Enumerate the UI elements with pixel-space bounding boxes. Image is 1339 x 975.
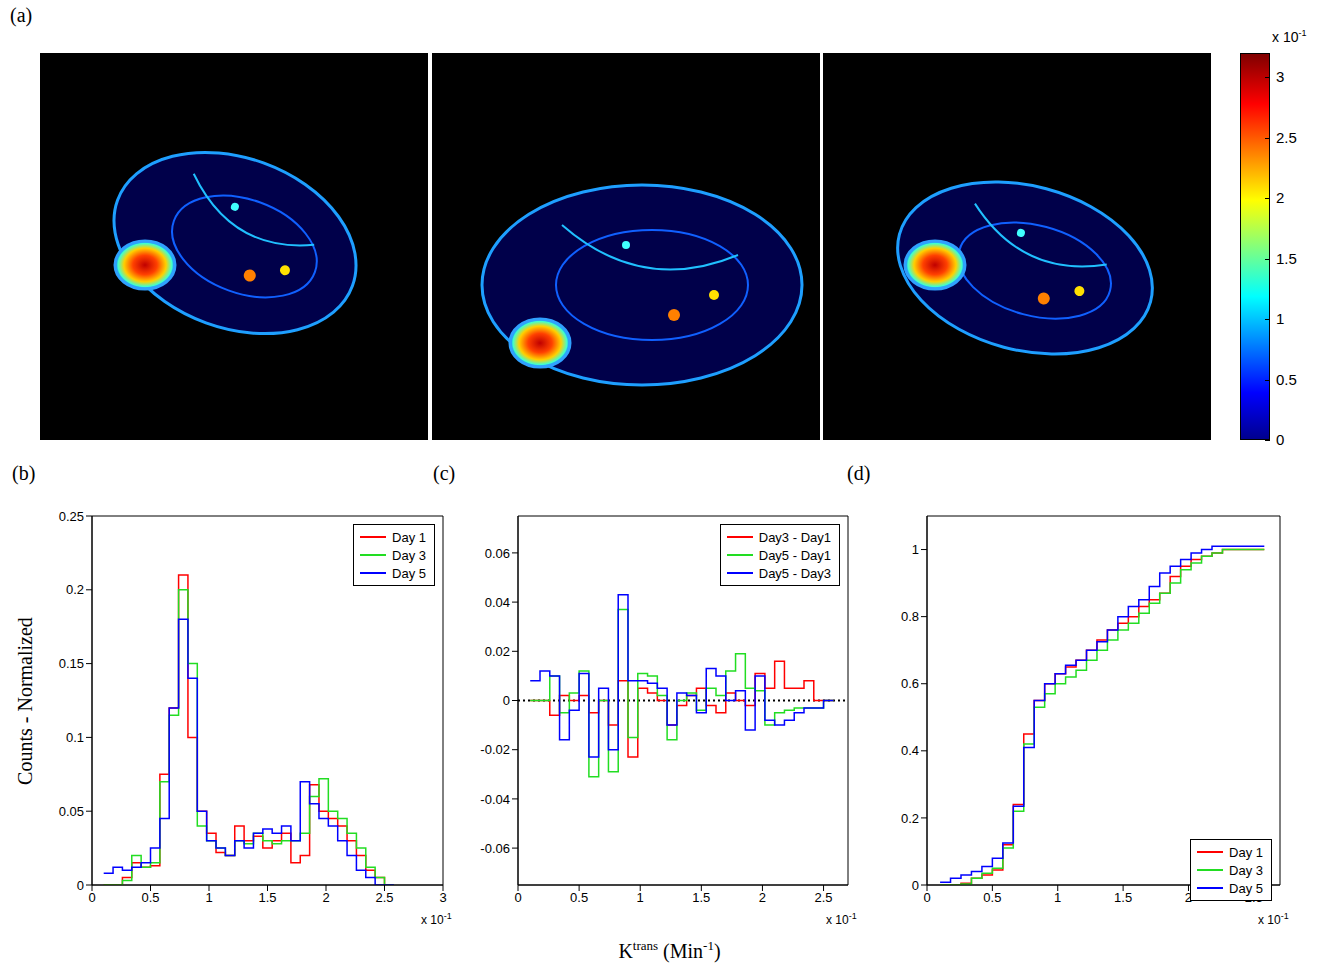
html-text:Ktrans(Min-1): Ktrans(Min-1) xyxy=(618,938,721,962)
svg-text:0.04: 0.04 xyxy=(485,595,510,610)
svg-text:0.6: 0.6 xyxy=(901,676,919,691)
html-text:Day5 - Day3: Day5 - Day3 xyxy=(758,565,831,581)
svg-text:0: 0 xyxy=(503,693,510,708)
svg-text:2.5: 2.5 xyxy=(815,890,833,905)
html-text:Day3 - Day1: Day3 - Day1 xyxy=(758,529,831,545)
html-text:1: 1 xyxy=(1276,310,1285,328)
svg-text:0.06: 0.06 xyxy=(485,546,510,561)
svg-text:0.1: 0.1 xyxy=(66,730,84,745)
svg-text:1.5: 1.5 xyxy=(692,890,710,905)
html-text:(d): (d) xyxy=(847,462,871,484)
svg-text:1: 1 xyxy=(1054,890,1061,905)
html-text:x 10-1: x 10-1 xyxy=(1272,28,1307,45)
html-text:(b): (b) xyxy=(12,462,36,484)
svg-text:1: 1 xyxy=(637,890,644,905)
svg-text:-0.04: -0.04 xyxy=(480,792,510,807)
html-text:1.5: 1.5 xyxy=(1276,249,1297,267)
svg-text:-0.06: -0.06 xyxy=(480,841,510,856)
html-text:x 10-1: x 10-1 xyxy=(826,911,857,927)
html-text:x 10-1: x 10-1 xyxy=(1258,911,1289,927)
html-text:x 10-1: x 10-1 xyxy=(421,911,452,927)
svg-text:-0.02: -0.02 xyxy=(480,742,510,757)
html-text:(a): (a) xyxy=(10,4,33,26)
svg-text:0: 0 xyxy=(514,890,521,905)
svg-text:1: 1 xyxy=(912,542,919,557)
svg-text:0.5: 0.5 xyxy=(141,890,159,905)
svg-text:0: 0 xyxy=(923,890,930,905)
svg-text:2.5: 2.5 xyxy=(375,890,393,905)
svg-text:0: 0 xyxy=(77,878,84,893)
svg-text:0.5: 0.5 xyxy=(570,890,588,905)
html-text:(c): (c) xyxy=(433,462,456,484)
svg-text:0.8: 0.8 xyxy=(901,609,919,624)
html-text:0.5: 0.5 xyxy=(1276,370,1297,388)
svg-text:0.15: 0.15 xyxy=(59,656,84,671)
svg-text:0.05: 0.05 xyxy=(59,804,84,819)
html-text:Day 5: Day 5 xyxy=(1229,880,1263,896)
html-text:2.5: 2.5 xyxy=(1276,128,1297,146)
svg-text:1.5: 1.5 xyxy=(258,890,276,905)
svg-text:1: 1 xyxy=(205,890,212,905)
svg-text:2: 2 xyxy=(322,890,329,905)
svg-text:2: 2 xyxy=(1184,890,1193,906)
html-text:0: 0 xyxy=(1276,431,1285,448)
svg-text:0.25: 0.25 xyxy=(59,509,84,524)
html-text:Counts - Normalized: Counts - Normalized xyxy=(13,616,36,785)
html-text:Day 3: Day 3 xyxy=(392,547,426,563)
html-text:Day 1: Day 1 xyxy=(1229,844,1263,860)
html-text:3: 3 xyxy=(1276,68,1285,86)
html-text:Day 1: Day 1 xyxy=(392,529,426,545)
html-text:Day 5: Day 5 xyxy=(392,565,426,581)
svg-text:2: 2 xyxy=(759,890,766,905)
svg-text:3: 3 xyxy=(439,890,446,905)
svg-text:0: 0 xyxy=(88,890,95,905)
html-text:2: 2 xyxy=(1276,189,1285,207)
html-text:Day 3: Day 3 xyxy=(1229,862,1263,878)
svg-text:0: 0 xyxy=(912,878,919,893)
svg-text:1.5: 1.5 xyxy=(1114,890,1132,905)
svg-text:0.5: 0.5 xyxy=(983,890,1001,905)
html-text:Day5 - Day1: Day5 - Day1 xyxy=(758,547,831,563)
svg-text:0.02: 0.02 xyxy=(485,644,510,659)
svg-text:0.2: 0.2 xyxy=(66,582,84,597)
svg-text:0.2: 0.2 xyxy=(901,811,919,826)
svg-text:0.4: 0.4 xyxy=(901,743,919,758)
